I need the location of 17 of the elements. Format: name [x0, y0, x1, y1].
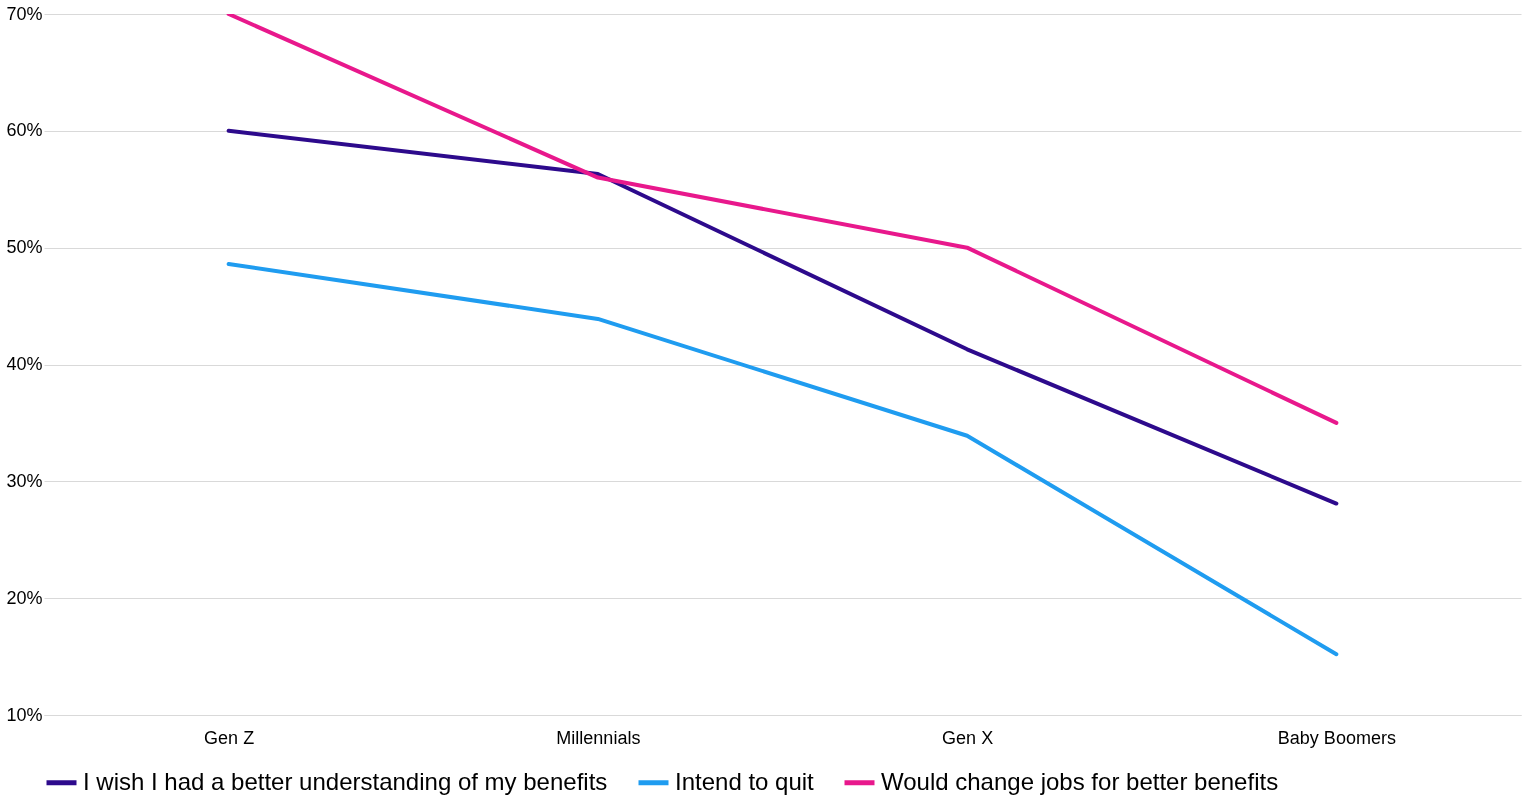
- y-tick-label: 70%: [6, 3, 43, 24]
- y-tick-label: 10%: [6, 704, 43, 725]
- y-tick-label: 30%: [6, 470, 43, 491]
- legend-label: Would change jobs for better benefits: [881, 767, 1279, 795]
- line-series: [226, 262, 1339, 657]
- x-tick-label: Gen X: [942, 727, 994, 748]
- legend-label: I wish I had a better understanding of my benefits: [83, 767, 608, 795]
- y-tick-label: 20%: [6, 587, 43, 608]
- y-tick-label: 50%: [6, 237, 43, 258]
- line-series: [226, 14, 1339, 425]
- x-tick-label: Millennials: [556, 727, 641, 748]
- legend-label: Intend to quit: [675, 767, 815, 795]
- line-series: [226, 128, 1339, 506]
- x-tick-label: Baby Boomers: [1277, 727, 1396, 748]
- y-tick-label: 60%: [6, 120, 43, 141]
- y-tick-label: 40%: [6, 354, 43, 374]
- x-tick-label: Gen Z: [204, 727, 255, 748]
